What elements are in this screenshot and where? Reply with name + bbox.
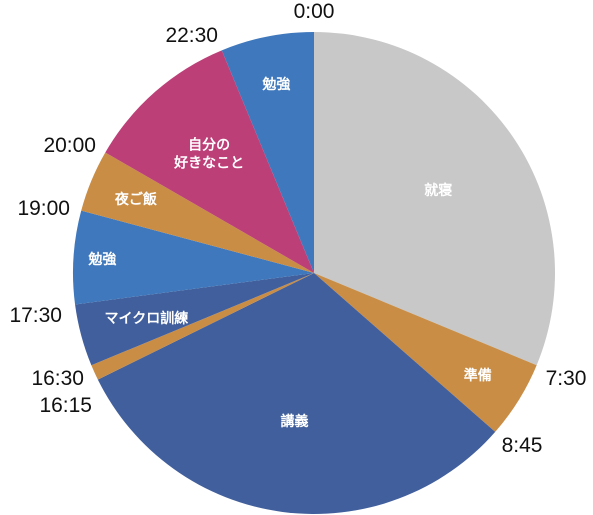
pie-slice bbox=[314, 32, 555, 366]
time-label: 20:00 bbox=[43, 134, 96, 157]
slice-label: 勉強 bbox=[261, 76, 290, 93]
time-label: 16:30 bbox=[31, 367, 84, 390]
pie-slices bbox=[72, 32, 555, 515]
pie-slice bbox=[314, 273, 537, 432]
slice-label: 自分の好きなこと bbox=[173, 136, 244, 171]
pie-slice bbox=[72, 210, 314, 305]
pie-slice bbox=[221, 32, 314, 273]
slice-label: 就寝 bbox=[424, 182, 452, 199]
slice-label: 勉強 bbox=[87, 251, 116, 268]
slice-label: 夜ご飯 bbox=[114, 191, 158, 208]
pie-slice bbox=[81, 152, 314, 273]
pie-slice bbox=[105, 50, 315, 273]
pie-slice bbox=[97, 273, 496, 515]
time-label: 22:30 bbox=[165, 24, 218, 47]
slice-label: 準備 bbox=[464, 367, 492, 384]
time-label: 0:00 bbox=[294, 0, 335, 23]
time-label: 8:45 bbox=[502, 434, 543, 457]
pie-slice bbox=[91, 273, 314, 380]
time-label: 17:30 bbox=[9, 304, 62, 327]
pie-slice bbox=[75, 273, 314, 366]
time-label: 19:00 bbox=[17, 197, 70, 220]
time-label: 16:15 bbox=[39, 394, 92, 417]
time-label: 7:30 bbox=[546, 367, 587, 390]
time-labels: 0:00 7:30 8:45 16:15 16:30 17:30 19:00 20:00 22:… bbox=[9, 0, 586, 457]
slice-label: 講義 bbox=[280, 413, 308, 430]
slice-label: マイクロ訓練 bbox=[105, 310, 189, 327]
